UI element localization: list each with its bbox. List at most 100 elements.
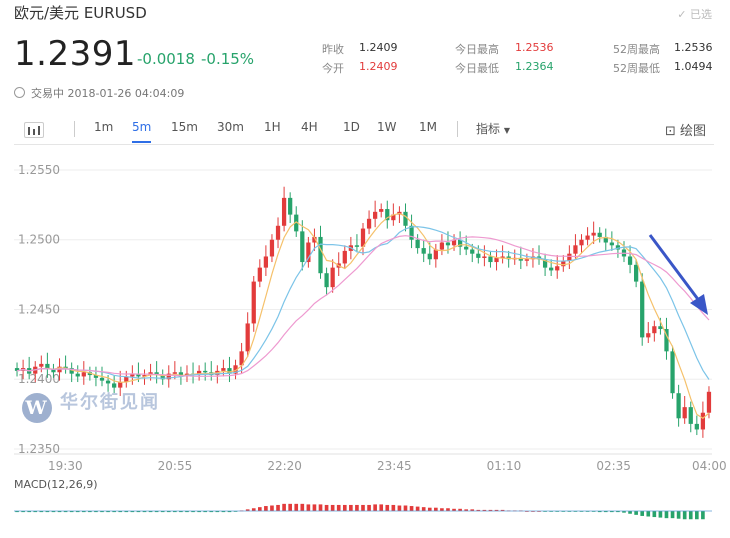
macd-bar xyxy=(15,511,19,513)
candle-body xyxy=(318,236,323,274)
stat-label-day-low: 今日最低 xyxy=(455,62,499,75)
macd-bar xyxy=(294,503,299,511)
stat-label-52w-low: 52周最低 xyxy=(613,62,660,75)
candle-body xyxy=(342,250,347,264)
interval-4h[interactable]: 4H xyxy=(301,120,318,134)
macd-bar xyxy=(106,511,110,513)
x-tick-label: 19:30 xyxy=(48,459,83,473)
arrow-shaft xyxy=(648,234,702,303)
interval-30m[interactable]: 30m xyxy=(217,120,244,134)
macd-bar xyxy=(452,508,456,511)
x-tick-label: 20:55 xyxy=(158,459,193,473)
price-chart[interactable]: 1.2550 1.2500 1.2450 1.2400 1.2350 19:30 20:5… xyxy=(0,150,730,538)
macd-bar xyxy=(397,505,402,511)
macd-bar xyxy=(118,511,123,513)
interval-5m[interactable]: 5m xyxy=(132,120,152,143)
y-tick-label: 1.2400 xyxy=(18,372,60,386)
candle-body xyxy=(542,259,548,268)
macd-bar xyxy=(688,511,693,520)
macd-bar xyxy=(336,504,341,511)
candle-body xyxy=(445,242,451,246)
macd-bar xyxy=(676,511,681,519)
interval-1h[interactable]: 1H xyxy=(264,120,281,134)
ma-slow-line xyxy=(16,235,710,377)
candle-body xyxy=(196,370,202,376)
candle-body xyxy=(561,260,566,267)
macd-bar xyxy=(88,511,92,513)
x-tick-label: 01:10 xyxy=(487,459,522,473)
candle-body xyxy=(579,239,584,246)
stat-label-open: 今开 xyxy=(322,62,344,75)
chart-grid xyxy=(14,169,712,455)
candle-body xyxy=(154,372,159,376)
macd-label: MACD(12,26,9) xyxy=(14,478,98,491)
candle-body xyxy=(682,407,687,419)
macd-histogram xyxy=(14,503,712,520)
macd-bar xyxy=(652,511,657,518)
candle-body xyxy=(457,239,463,247)
interval-1m[interactable]: 1m xyxy=(94,120,114,134)
interval-1w[interactable]: 1W xyxy=(377,120,397,134)
interval-15m[interactable]: 15m xyxy=(171,120,198,134)
candle-body xyxy=(45,363,50,370)
candle-body xyxy=(99,377,105,381)
candle-body xyxy=(391,214,396,221)
candlestick-series xyxy=(14,186,712,438)
candle-body xyxy=(245,323,250,352)
macd-bar xyxy=(682,511,687,520)
candle-body xyxy=(488,256,493,263)
candle-body xyxy=(409,225,414,240)
macd-bar xyxy=(51,511,56,513)
candle-body xyxy=(354,245,360,247)
candle-body xyxy=(178,372,184,377)
macd-bar xyxy=(215,511,220,513)
candle-body xyxy=(688,407,693,424)
macd-bar xyxy=(464,509,469,511)
stat-value-open: 1.2409 xyxy=(359,60,398,73)
macd-bar xyxy=(470,509,475,511)
clock-icon xyxy=(14,87,25,98)
candle-body xyxy=(664,329,669,352)
candle-body xyxy=(524,259,530,261)
macd-bar xyxy=(282,503,286,511)
macd-bar xyxy=(494,509,499,511)
stat-value-day-high: 1.2536 xyxy=(515,41,554,54)
macd-bar xyxy=(257,507,262,511)
candle-body xyxy=(379,209,384,212)
logo-icon: W xyxy=(22,393,52,423)
y-tick-label: 1.2500 xyxy=(18,233,60,247)
indicator-dropdown[interactable]: 指标 ▼ xyxy=(476,120,510,137)
macd-bar xyxy=(166,511,171,513)
macd-bar xyxy=(179,511,183,513)
candlestick-icon[interactable] xyxy=(24,122,44,138)
macd-bar xyxy=(628,511,632,514)
draw-label: 绘图 xyxy=(679,124,706,139)
macd-bar xyxy=(173,511,177,513)
candle-body xyxy=(694,423,699,430)
macd-bar xyxy=(458,508,462,511)
macd-bar xyxy=(33,511,38,513)
candle-body xyxy=(615,245,621,250)
trading-time: 交易中 2018-01-26 04:04:09 xyxy=(31,87,185,100)
interval-1d[interactable]: 1D xyxy=(343,120,360,134)
macd-bar xyxy=(69,511,74,513)
candle-body xyxy=(415,239,420,249)
macd-bar xyxy=(136,511,141,513)
candle-body xyxy=(603,236,608,243)
candle-body xyxy=(14,368,20,371)
interval-1mo[interactable]: 1M xyxy=(419,120,437,134)
candle-body xyxy=(451,239,457,246)
candle-body xyxy=(221,368,226,371)
candle-body xyxy=(670,351,675,394)
macd-bar xyxy=(610,511,614,513)
moving-averages xyxy=(16,212,710,420)
draw-button[interactable]: ⊡ 绘图 xyxy=(665,120,706,139)
candle-body xyxy=(500,256,505,258)
macd-bar xyxy=(197,511,201,513)
candle-body xyxy=(646,333,651,338)
trading-status: 交易中 2018-01-26 04:04:09 xyxy=(14,85,184,101)
candle-body xyxy=(263,256,269,268)
macd-bar xyxy=(306,504,311,511)
selected-toggle[interactable]: ✓ 已选 xyxy=(677,8,712,21)
candle-body xyxy=(676,393,681,419)
